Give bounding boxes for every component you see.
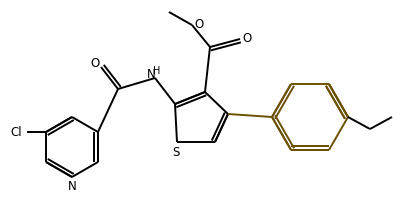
Text: H: H: [153, 66, 161, 76]
Text: O: O: [194, 17, 204, 30]
Text: O: O: [242, 31, 252, 44]
Text: N: N: [68, 180, 76, 193]
Text: S: S: [172, 145, 180, 158]
Text: O: O: [90, 56, 100, 69]
Text: N: N: [147, 67, 155, 80]
Text: Cl: Cl: [10, 126, 22, 139]
